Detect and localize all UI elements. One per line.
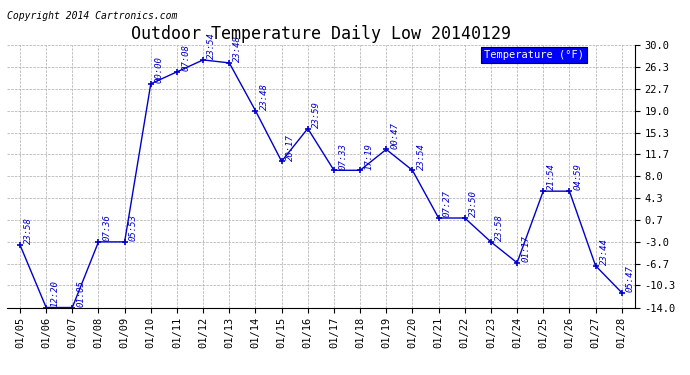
Text: Temperature (°F): Temperature (°F) [484, 50, 584, 60]
Text: 23:54: 23:54 [417, 142, 426, 170]
Text: 07:08: 07:08 [181, 44, 190, 71]
Text: 00:00: 00:00 [155, 56, 164, 83]
Text: 23:48: 23:48 [259, 83, 268, 110]
Text: 01:17: 01:17 [521, 235, 530, 262]
Text: 20:17: 20:17 [286, 134, 295, 160]
Text: 23:50: 23:50 [469, 190, 478, 217]
Text: 05:53: 05:53 [129, 214, 138, 241]
Title: Outdoor Temperature Daily Low 20140129: Outdoor Temperature Daily Low 20140129 [131, 26, 511, 44]
Text: 07:36: 07:36 [103, 214, 112, 241]
Text: 23:44: 23:44 [600, 238, 609, 265]
Text: 12:20: 12:20 [50, 280, 59, 307]
Text: 23:58: 23:58 [24, 217, 33, 244]
Text: 01:05: 01:05 [77, 280, 86, 307]
Text: 17:19: 17:19 [364, 142, 373, 170]
Text: 23:48: 23:48 [233, 35, 242, 62]
Text: 00:47: 00:47 [391, 122, 400, 148]
Text: 23:59: 23:59 [312, 101, 321, 128]
Text: Copyright 2014 Cartronics.com: Copyright 2014 Cartronics.com [7, 11, 177, 21]
Text: 04:59: 04:59 [573, 164, 582, 190]
Text: 23:54: 23:54 [207, 32, 216, 59]
Text: 07:33: 07:33 [338, 142, 347, 170]
Text: 23:58: 23:58 [495, 214, 504, 241]
Text: 05:47: 05:47 [626, 265, 635, 292]
Text: 21:54: 21:54 [547, 164, 556, 190]
Text: 07:27: 07:27 [443, 190, 452, 217]
